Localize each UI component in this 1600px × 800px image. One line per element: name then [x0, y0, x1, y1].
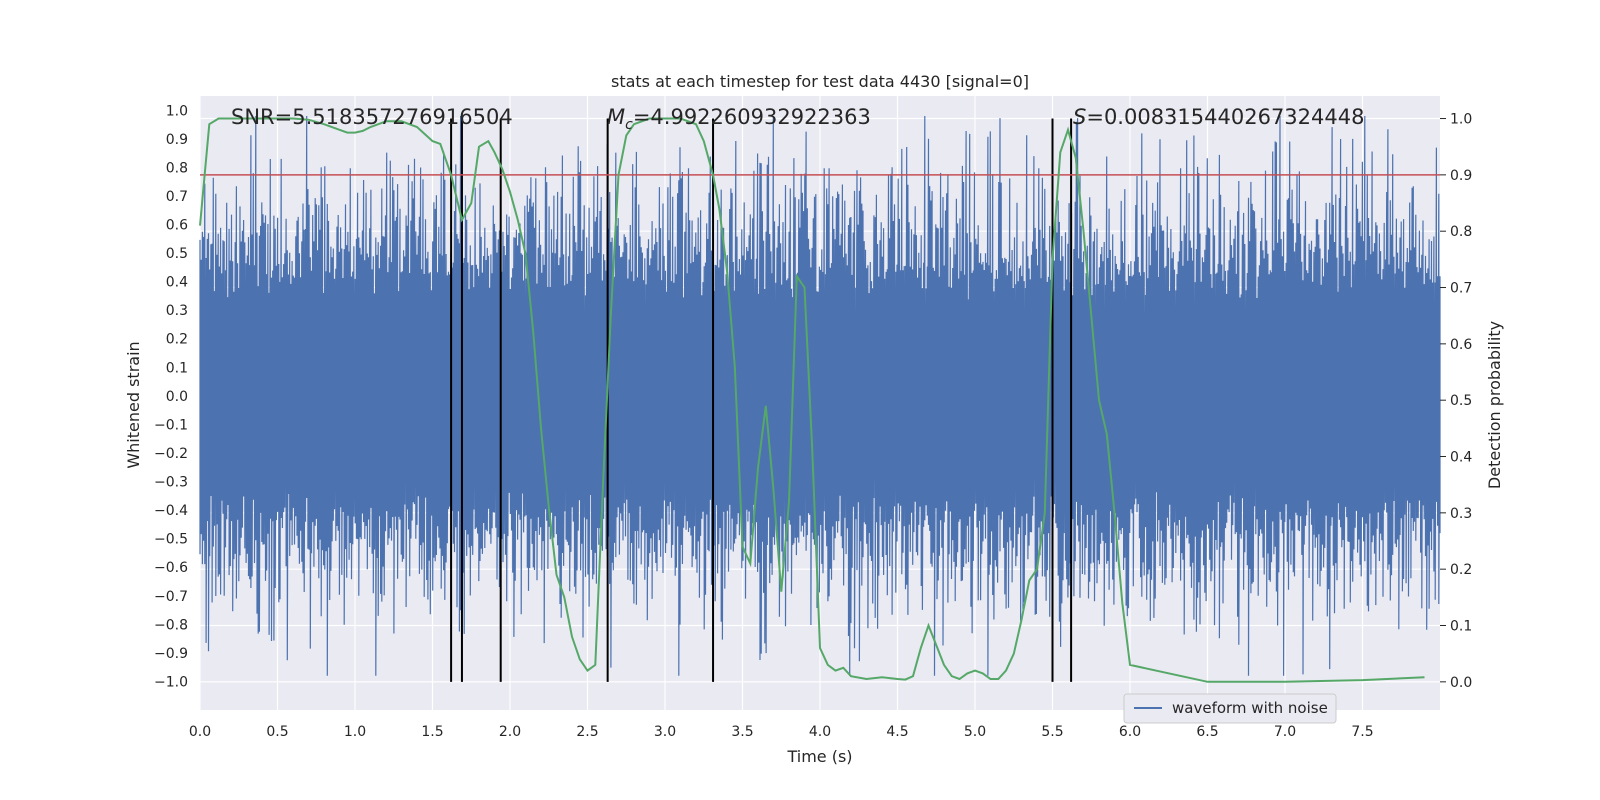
y-right-tick-label: 0.9 — [1450, 168, 1472, 184]
x-tick-label: 3.0 — [654, 724, 676, 740]
x-tick-label: 5.5 — [1041, 724, 1063, 740]
chirp-mass-symbol: M — [607, 105, 625, 129]
y-right-tick-label: 0.0 — [1450, 675, 1472, 691]
x-tick-label: 1.5 — [421, 724, 443, 740]
axis-ticks: 0.0 0.5 1.0 1.5 2.0 2.5 3.0 3.5 4.0 4.5 5.0 5.5 6.0 6… — [154, 103, 1472, 740]
y-left-tick-label: −1.0 — [154, 674, 188, 690]
y-right-tick-label: 0.2 — [1450, 562, 1472, 578]
snr-stat: SNR=5.518357276916504 — [231, 105, 513, 129]
x-tick-label: 1.0 — [344, 724, 366, 740]
y-left-tick-label: −0.9 — [154, 646, 188, 662]
y-left-tick-label: −0.2 — [154, 446, 188, 462]
x-tick-label: 3.5 — [731, 724, 753, 740]
y-left-tick-label: 0.5 — [166, 246, 188, 262]
y-left-tick-label: 0.4 — [166, 275, 188, 291]
y-left-tick-label: 0.9 — [166, 132, 188, 148]
y-left-tick-label: −0.4 — [154, 503, 188, 519]
y-left-tick-label: −0.6 — [154, 560, 188, 576]
y-right-tick-label: 0.3 — [1450, 506, 1472, 522]
y-right-tick-label: 1.0 — [1450, 112, 1472, 128]
vertical-markers — [450, 118, 1073, 682]
y-left-tick-label: 0.2 — [166, 332, 188, 348]
y-axis-label-right: Detection probability — [1485, 321, 1504, 489]
x-tick-label: 6.0 — [1119, 724, 1141, 740]
waveform-with-noise-series — [199, 115, 1441, 676]
y-right-tick-label: 0.5 — [1450, 393, 1472, 409]
y-right-tick-label: 0.8 — [1450, 224, 1472, 240]
snr-s-stat: S=0.008315440267324448 — [1073, 105, 1364, 129]
x-tick-label: 2.0 — [499, 724, 521, 740]
y-axis-label-left: Whitened strain — [124, 341, 143, 468]
legend: waveform with noise — [1123, 693, 1337, 724]
y-right-tick-label: 0.7 — [1450, 281, 1472, 297]
y-right-tick-label: 0.4 — [1450, 450, 1472, 466]
x-tick-label: 0.0 — [189, 724, 211, 740]
x-tick-label: 4.5 — [886, 724, 908, 740]
y-right-tick-label: 0.1 — [1450, 619, 1472, 635]
y-left-tick-label: 0.6 — [166, 218, 188, 234]
y-left-tick-label: −0.1 — [154, 417, 188, 433]
detection-probability-line — [199, 117, 1425, 683]
y-left-tick-label: −0.8 — [154, 617, 188, 633]
chirp-mass-stat: Mc=4.992260932922363 — [607, 105, 871, 133]
chirp-mass-value: =4.992260932922363 — [633, 105, 871, 129]
y-left-tick-label: 0.3 — [166, 303, 188, 319]
x-tick-label: 6.5 — [1196, 724, 1218, 740]
y-left-tick-label: −0.7 — [154, 589, 188, 605]
s-symbol: S — [1073, 105, 1086, 129]
y-left-tick-label: 0.0 — [166, 389, 188, 405]
s-value: =0.008315440267324448 — [1086, 105, 1364, 129]
y-left-tick-label: 0.8 — [166, 160, 188, 176]
x-tick-label: 7.0 — [1274, 724, 1296, 740]
y-left-tick-label: −0.3 — [154, 475, 188, 491]
y-left-tick-label: 1.0 — [166, 103, 188, 119]
x-tick-label: 4.0 — [809, 724, 831, 740]
y-left-tick-label: 0.7 — [166, 189, 188, 205]
x-tick-label: 0.5 — [266, 724, 288, 740]
chirp-mass-subscript: c — [625, 117, 633, 133]
x-tick-label: 2.5 — [576, 724, 598, 740]
detection-probability-series — [199, 117, 1425, 683]
y-left-tick-label: 0.1 — [166, 360, 188, 376]
legend-box — [1123, 693, 1337, 724]
x-axis-label: Time (s) — [786, 747, 852, 766]
x-tick-label: 5.0 — [964, 724, 986, 740]
y-right-tick-label: 0.6 — [1450, 337, 1472, 353]
chart-title: stats at each timestep for test data 443… — [611, 72, 1029, 91]
x-tick-label: 7.5 — [1351, 724, 1373, 740]
y-left-tick-label: −0.5 — [154, 532, 188, 548]
legend-label-waveform: waveform with noise — [1172, 699, 1328, 717]
waveform-with-noise-line — [199, 115, 1441, 676]
